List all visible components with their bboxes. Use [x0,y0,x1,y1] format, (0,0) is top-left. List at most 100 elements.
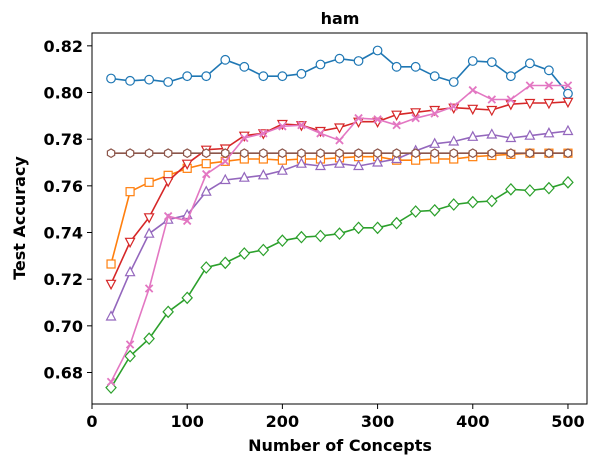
series-6-point [144,284,154,293]
series-2-point [314,229,327,243]
series-3-point [143,213,155,224]
series-6-point [240,133,249,143]
series-4-point [124,265,136,277]
series-6-point [259,129,268,138]
series-2-point [219,256,232,270]
y-tick-label: 0.78 [44,130,83,149]
series-4-point [467,130,479,141]
series-4-point [353,159,365,171]
series-5-point [297,148,306,159]
series-0-point [505,71,516,82]
axes-frame [91,32,588,405]
series-5-point [449,148,458,159]
y-tick-label: 0.80 [44,84,83,103]
series-2-point [428,203,441,217]
series-4-point [505,131,517,143]
series-0-point [429,71,440,82]
x-tick-label: 0 [86,412,97,431]
series-5-point [144,148,154,159]
x-tick-label: 300 [361,412,394,431]
series-6-point [182,216,192,226]
series-5-point [411,148,420,159]
y-tick-label: 0.74 [44,224,83,243]
series-4-point [143,227,155,238]
x-tick-label: 500 [551,412,584,431]
y-tick-label: 0.68 [44,364,83,383]
series-6-point [125,340,135,349]
y-tick-label: 0.72 [44,270,83,289]
series-5-point [506,148,516,159]
series-4-point [314,159,326,171]
series-3-point [162,177,174,188]
series-4-point [276,164,288,175]
series-4-point [238,171,250,182]
series-0-point [277,71,288,82]
series-5-point [373,148,382,159]
series-2-point [333,227,346,241]
series-4-point [200,185,212,196]
x-tick-label: 100 [170,412,203,431]
series-0-point [106,73,116,84]
series-2-point [143,332,155,346]
x-axis-label: Number of Concepts [248,436,432,455]
series-1-point [144,177,154,187]
series-5-point [563,148,573,159]
series-1-point [106,259,116,269]
y-tick-label: 0.82 [44,37,83,56]
series-3-point [524,98,536,110]
series-5-point [487,148,497,159]
series-2-point [390,216,403,230]
series-6-point [411,113,420,123]
series-2-point [238,247,251,260]
series-0-point [201,71,212,82]
axes: 0 100 200 300 400 500 0.68 0.70 0.72 0.74 0.76 0.78… [44,32,588,431]
series-4-point [105,310,117,321]
series-0-point [182,71,193,82]
series-6-point [335,136,344,145]
y-axis-label: Test Accuracy [10,156,29,280]
series-0-point [410,61,421,72]
series-3-point [543,98,555,110]
series-6-point [449,102,458,111]
series-4-point [295,157,307,168]
series-0-point [296,68,307,79]
series-5-point [278,148,287,159]
series-3-point [410,108,422,119]
x-tick-label: 200 [266,412,299,431]
series-3-point [391,110,403,121]
series-1-point [201,159,211,169]
series-3-point [486,105,498,117]
series-0-point [163,77,174,87]
series-2-point [485,194,498,208]
series-6-point [563,81,573,90]
series-2-point [181,291,194,305]
series-6-point [297,120,306,130]
series-2-point [466,195,479,209]
series-5-point [163,148,173,159]
series-4-point [524,129,536,140]
series-5-point [525,148,535,159]
series-0-point [258,71,269,82]
series-6-point [468,85,478,95]
series-6-point [525,81,535,90]
series-0-point [125,75,135,86]
series-4-point [543,127,555,138]
chart-title: ham [321,9,360,28]
series-5-point [259,148,268,159]
series-0-point [544,65,554,76]
plot-area [105,45,574,395]
y-tick-label: 0.76 [44,177,83,196]
series-2-point [295,230,308,244]
series-6-point [201,169,211,179]
series-6-point [106,377,116,387]
series-0-point [315,59,326,70]
series-0-point [448,77,459,87]
series-2-point [200,261,213,274]
series-3-point [181,159,193,170]
series-3-point [562,97,574,109]
series-2-point [505,182,517,196]
series-6-point [278,122,287,131]
series-6-point [487,95,497,104]
series-2-point [276,234,289,248]
series-6-point [430,109,439,118]
